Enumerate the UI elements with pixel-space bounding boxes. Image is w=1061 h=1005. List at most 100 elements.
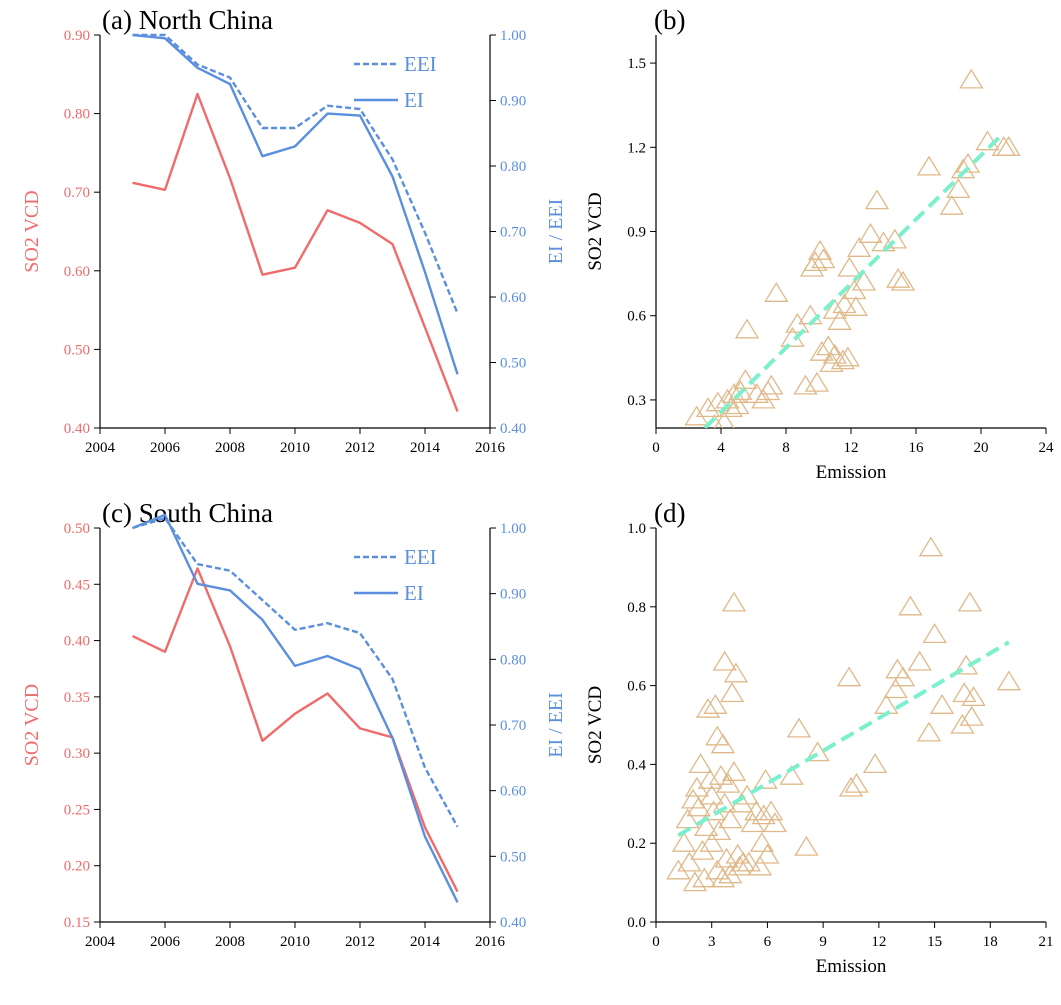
fit-line <box>703 134 1002 428</box>
scatter-point <box>898 595 923 616</box>
y-right-tick-label: 0.60 <box>500 784 526 800</box>
x-tick-label: 20 <box>974 440 989 456</box>
scatter-point <box>721 761 747 781</box>
scatter-point <box>695 397 721 418</box>
y-tick-label: 1.0 <box>627 521 646 537</box>
x-tick-label: 16 <box>909 440 925 456</box>
scatter-point <box>996 136 1021 156</box>
y-right-tick-label: 0.90 <box>500 587 526 603</box>
scatter-point <box>725 394 750 415</box>
scatter-point <box>690 839 715 860</box>
scatter-point <box>918 536 944 557</box>
y-right-tick-label: 0.70 <box>500 225 526 241</box>
y-right-tick-label: 0.70 <box>500 718 526 734</box>
series-line-eei <box>132 33 459 314</box>
scatter-point <box>728 380 753 401</box>
scatter-point <box>684 776 710 797</box>
series-line-so2-vcd <box>132 92 459 412</box>
y-tick-label: 1.2 <box>627 140 646 156</box>
y-right-tick-label: 1.00 <box>500 521 526 537</box>
y-tick-label: 0.4 <box>627 757 646 773</box>
y-left-tick-label: 0.15 <box>64 915 90 931</box>
y-axis-label: SO2 VCD <box>585 686 606 764</box>
y-left-tick-label: 0.45 <box>64 577 90 593</box>
scatter-point <box>961 686 986 707</box>
scatter-point <box>864 189 890 210</box>
scatter-point <box>838 776 864 797</box>
y-tick-label: 0.8 <box>627 600 646 616</box>
y-left-tick-label: 0.50 <box>64 521 90 537</box>
marks-layer <box>666 536 1022 892</box>
y-left-tick-label: 0.50 <box>64 342 90 358</box>
x-tick-label: 12 <box>844 440 859 456</box>
scatter-point <box>959 68 984 89</box>
scatter-point <box>882 228 908 249</box>
x-tick-label: 0 <box>652 440 660 456</box>
y-left-axis-label: SO2 VCD <box>21 190 43 272</box>
scatter-point <box>939 194 964 215</box>
y-right-tick-label: 0.80 <box>500 159 526 175</box>
scatter-point <box>718 808 743 829</box>
scatter-point <box>699 831 724 852</box>
y-right-tick-label: 0.40 <box>500 915 526 931</box>
x-tick-label: 15 <box>927 934 942 950</box>
scatter-point <box>688 753 713 774</box>
scatter-point <box>682 871 708 892</box>
y-tick-label: 1.5 <box>627 56 646 72</box>
scatter-point <box>733 369 758 389</box>
scatter-point <box>794 835 819 856</box>
scatter-point <box>885 267 911 288</box>
scatter-point <box>858 223 883 243</box>
scatter-point <box>666 859 691 880</box>
x-tick-label: 2010 <box>280 440 310 456</box>
scatter-point <box>740 812 765 833</box>
scatter-point <box>807 239 833 260</box>
panel-title: (c) South China <box>102 498 273 528</box>
scatter-point <box>832 293 857 314</box>
y-left-tick-label: 0.40 <box>64 634 90 650</box>
y-right-tick-label: 0.40 <box>500 421 526 437</box>
scatter-point <box>830 349 856 370</box>
x-tick-label: 2014 <box>410 934 441 950</box>
y-left-tick-label: 0.60 <box>64 264 90 280</box>
scatter-point <box>803 251 828 272</box>
x-tick-label: 12 <box>871 934 886 950</box>
scatter-point <box>871 231 896 252</box>
y-left-tick-label: 0.90 <box>64 28 90 44</box>
scatter-point <box>719 682 745 703</box>
scatter-point <box>907 650 932 671</box>
panel-title: (a) North China <box>102 5 273 35</box>
scatter-point <box>716 772 741 793</box>
y-right-axis-label: EI / EEI <box>545 692 567 758</box>
scatter-point <box>710 733 736 754</box>
scatter-point <box>695 697 721 718</box>
y-left-tick-label: 0.20 <box>64 859 90 875</box>
scatter-point <box>946 178 971 199</box>
x-tick-label: 2004 <box>85 934 116 950</box>
scatter-point <box>736 851 762 872</box>
scatter-point <box>890 270 916 291</box>
scatter-point <box>705 725 730 746</box>
legend-label-ei: EI <box>404 581 424 605</box>
scatter-point <box>686 796 711 817</box>
scatter-point <box>959 705 984 726</box>
x-tick-label: 0 <box>652 934 660 950</box>
y-right-tick-label: 0.50 <box>500 356 526 372</box>
x-tick-label: 2008 <box>215 934 245 950</box>
scatter-point <box>762 812 788 833</box>
y-right-tick-label: 0.80 <box>500 652 526 668</box>
y-left-tick-label: 0.25 <box>64 802 90 818</box>
scatter-point <box>996 670 1022 691</box>
legend-label-eei: EEI <box>404 52 437 76</box>
x-tick-label: 2012 <box>345 440 375 456</box>
series-line-ei <box>132 33 459 375</box>
scatter-point <box>837 256 862 277</box>
y-tick-label: 0.0 <box>627 915 646 931</box>
panel-d-scatter: 0 3 6 9 12 15 18 21 0.0 0.2 0.4 0.6 0.8 1.0 Emission SO… <box>585 498 1054 977</box>
x-axis-label: Emission <box>816 462 887 483</box>
scatter-point <box>703 694 728 714</box>
scatter-point <box>706 820 732 841</box>
scatter-point <box>844 772 869 793</box>
x-tick-label: 2010 <box>280 934 310 950</box>
